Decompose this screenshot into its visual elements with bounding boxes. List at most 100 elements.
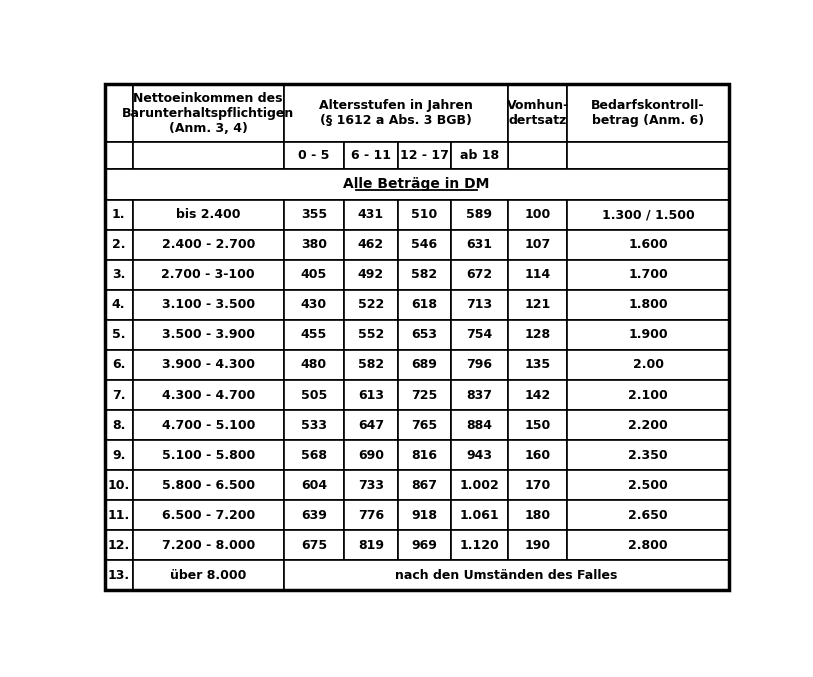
Bar bbox=[567, 410, 728, 440]
Text: 754: 754 bbox=[467, 328, 493, 341]
Bar bbox=[284, 500, 344, 530]
Text: 618: 618 bbox=[411, 299, 437, 311]
Text: 11.: 11. bbox=[107, 508, 130, 522]
Text: 8.: 8. bbox=[112, 418, 125, 431]
Bar bbox=[567, 290, 728, 320]
Text: 943: 943 bbox=[467, 449, 493, 462]
Text: 969: 969 bbox=[411, 539, 437, 552]
Bar bbox=[344, 200, 398, 230]
Bar bbox=[344, 350, 398, 380]
Text: 653: 653 bbox=[411, 328, 437, 341]
Bar bbox=[508, 85, 567, 142]
Text: Vomhun-
dertsatz: Vomhun- dertsatz bbox=[506, 100, 568, 127]
Bar bbox=[398, 410, 451, 440]
Bar bbox=[344, 290, 398, 320]
Text: 1.120: 1.120 bbox=[459, 539, 499, 552]
Text: nach den Umständen des Falles: nach den Umständen des Falles bbox=[395, 569, 617, 582]
Bar bbox=[398, 142, 451, 169]
Text: 1.900: 1.900 bbox=[628, 328, 667, 341]
Bar bbox=[344, 380, 398, 410]
Text: 733: 733 bbox=[358, 479, 384, 492]
Bar bbox=[398, 470, 451, 500]
Bar bbox=[105, 320, 133, 350]
Text: 142: 142 bbox=[524, 389, 550, 401]
Bar bbox=[567, 320, 728, 350]
Text: 107: 107 bbox=[524, 238, 550, 251]
Text: Altersstufen in Jahren
(§ 1612 a Abs. 3 BGB): Altersstufen in Jahren (§ 1612 a Abs. 3 … bbox=[319, 100, 472, 127]
Bar bbox=[451, 200, 508, 230]
Bar bbox=[133, 500, 284, 530]
Bar bbox=[133, 530, 284, 560]
Bar bbox=[508, 290, 567, 320]
Text: 121: 121 bbox=[524, 299, 550, 311]
Text: 455: 455 bbox=[301, 328, 327, 341]
Bar bbox=[567, 260, 728, 290]
Bar bbox=[284, 410, 344, 440]
Bar bbox=[105, 530, 133, 560]
Bar bbox=[508, 500, 567, 530]
Bar bbox=[508, 260, 567, 290]
Text: Bedarfskontroll-
betrag (Anm. 6): Bedarfskontroll- betrag (Anm. 6) bbox=[591, 100, 705, 127]
Bar bbox=[105, 470, 133, 500]
Text: 689: 689 bbox=[411, 359, 437, 372]
Text: 0 - 5: 0 - 5 bbox=[298, 149, 329, 162]
Bar bbox=[105, 380, 133, 410]
Bar bbox=[508, 470, 567, 500]
Text: 2.500: 2.500 bbox=[628, 479, 667, 492]
Bar bbox=[344, 260, 398, 290]
Bar bbox=[508, 230, 567, 260]
Bar bbox=[508, 320, 567, 350]
Bar bbox=[567, 350, 728, 380]
Text: 5.800 - 6.500: 5.800 - 6.500 bbox=[162, 479, 254, 492]
Bar bbox=[105, 200, 133, 230]
Text: 837: 837 bbox=[467, 389, 493, 401]
Text: 480: 480 bbox=[301, 359, 327, 372]
Bar bbox=[508, 350, 567, 380]
Text: 2.200: 2.200 bbox=[628, 418, 667, 431]
Text: 867: 867 bbox=[411, 479, 437, 492]
Text: 816: 816 bbox=[411, 449, 437, 462]
Text: 765: 765 bbox=[411, 418, 437, 431]
Bar bbox=[451, 410, 508, 440]
Bar bbox=[398, 290, 451, 320]
Bar bbox=[105, 500, 133, 530]
Text: 796: 796 bbox=[467, 359, 493, 372]
Text: 3.: 3. bbox=[112, 268, 125, 282]
Bar bbox=[508, 142, 567, 169]
Text: 7.200 - 8.000: 7.200 - 8.000 bbox=[162, 539, 254, 552]
Text: 604: 604 bbox=[301, 479, 327, 492]
Text: 380: 380 bbox=[301, 238, 327, 251]
Text: 613: 613 bbox=[358, 389, 384, 401]
Bar bbox=[451, 230, 508, 260]
Bar bbox=[567, 530, 728, 560]
Bar bbox=[567, 230, 728, 260]
Text: 5.: 5. bbox=[112, 328, 125, 341]
Text: 2.100: 2.100 bbox=[628, 389, 667, 401]
Text: 582: 582 bbox=[358, 359, 384, 372]
Text: 4.700 - 5.100: 4.700 - 5.100 bbox=[162, 418, 254, 431]
Text: 430: 430 bbox=[301, 299, 327, 311]
Bar bbox=[567, 200, 728, 230]
Text: 190: 190 bbox=[524, 539, 550, 552]
Text: 546: 546 bbox=[411, 238, 437, 251]
Bar bbox=[451, 530, 508, 560]
Bar bbox=[105, 230, 133, 260]
Text: 647: 647 bbox=[358, 418, 384, 431]
Text: 1.600: 1.600 bbox=[628, 238, 667, 251]
Text: 2.700 - 3-100: 2.700 - 3-100 bbox=[161, 268, 255, 282]
Text: 819: 819 bbox=[358, 539, 384, 552]
Bar bbox=[284, 260, 344, 290]
Text: ab 18: ab 18 bbox=[460, 149, 499, 162]
Bar bbox=[344, 410, 398, 440]
Text: 3.900 - 4.300: 3.900 - 4.300 bbox=[162, 359, 254, 372]
Bar bbox=[284, 530, 344, 560]
Text: 12 - 17: 12 - 17 bbox=[400, 149, 449, 162]
Text: 1.300 / 1.500: 1.300 / 1.500 bbox=[602, 209, 694, 221]
Text: 533: 533 bbox=[301, 418, 327, 431]
Text: 170: 170 bbox=[524, 479, 550, 492]
Bar bbox=[133, 200, 284, 230]
Bar bbox=[133, 142, 284, 169]
Bar bbox=[133, 260, 284, 290]
Text: Nettoeinkommen des
Barunterhaltspflichtigen
(Anm. 3, 4): Nettoeinkommen des Barunterhaltspflichti… bbox=[122, 91, 294, 135]
Text: 1.700: 1.700 bbox=[628, 268, 667, 282]
